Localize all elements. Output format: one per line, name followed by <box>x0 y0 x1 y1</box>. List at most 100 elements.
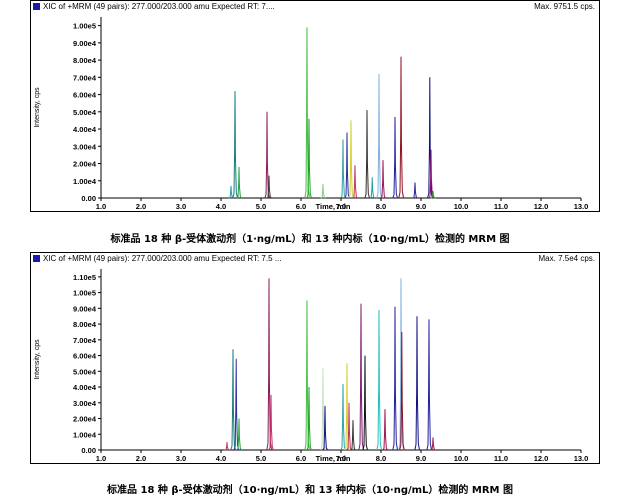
x-tick-label: 7.0 <box>336 202 346 211</box>
chart-header-text: XIC of +MRM (49 pairs): 277.000/203.000 … <box>43 2 275 11</box>
y-tick-label: 2.00e4 <box>73 160 97 169</box>
x-tick-label: 5.0 <box>256 454 266 463</box>
x-tick-label: 11.0 <box>494 454 508 463</box>
chart-header: XIC of +MRM (49 pairs): 277.000/203.000 … <box>33 2 597 12</box>
chromatogram-plot-top: Intensity, cps 0.00 1.00e4 2.00e4 3.00e4 4.00… <box>34 17 589 211</box>
x-axis-label: Time, min <box>316 202 351 211</box>
max-intensity-label: Max. 7.5e4 cps. <box>538 254 595 263</box>
y-tick-label: 1.10e5 <box>73 273 96 282</box>
x-tick-label: 6.0 <box>296 202 306 211</box>
y-tick-label: 8.00e4 <box>73 320 97 329</box>
chromatogram-peak <box>369 177 376 199</box>
x-tick-label: 3.0 <box>176 454 186 463</box>
chromatogram-peak <box>268 394 274 451</box>
x-tick-label: 10.0 <box>454 454 469 463</box>
x-tick-label: 5.0 <box>256 202 266 211</box>
chromatogram-peak <box>236 418 242 451</box>
chromatogram-peak <box>233 358 240 451</box>
chromatogram-peak <box>350 420 356 451</box>
x-tick-label: 13.0 <box>574 454 589 463</box>
y-tick-label: 6.00e4 <box>73 91 97 100</box>
y-tick-label: 9.00e4 <box>73 304 97 313</box>
chromatogram-peak <box>427 77 433 199</box>
chromatogram-peak <box>376 73 382 199</box>
chart-header-text: XIC of +MRM (49 pairs): 277.000/203.000 … <box>43 254 282 263</box>
chromatogram-peak <box>352 165 358 199</box>
y-tick-label: 4.00e4 <box>73 383 97 392</box>
chromatogram-peak <box>412 182 418 199</box>
max-intensity-label: Max. 9751.5 cps. <box>534 2 595 11</box>
chromatogram-plot-bottom: Intensity, cps 0.00 1.00e4 2.00e4 3.00e4 4.00… <box>34 269 589 463</box>
chromatogram-peak <box>320 184 326 199</box>
chromatogram-peak <box>322 405 328 451</box>
x-tick-label: 12.0 <box>534 454 549 463</box>
chromatogram-peak <box>364 110 370 199</box>
x-tick-label: 10.0 <box>454 202 469 211</box>
x-tick-label: 3.0 <box>176 202 186 211</box>
figure-caption-bottom: 标准品 18 种 β-受体激动剂（10·ng/mL）和 13 种内标（10·ng… <box>107 485 513 496</box>
figure-caption-top: 标准品 18 种 β-受体激动剂（1·ng/mL）和 13 种内标（10·ng/… <box>110 234 510 245</box>
chromatogram-peak <box>398 56 404 199</box>
y-tick-label: 9.00e4 <box>73 39 97 48</box>
series-color-square <box>33 255 40 263</box>
x-tick-label: 8.0 <box>376 202 386 211</box>
y-tick-label: 2.00e4 <box>73 415 97 424</box>
chromatogram-panel-top: XIC of +MRM (49 pairs): 277.000/203.000 … <box>30 0 600 212</box>
x-tick-label: 11.0 <box>494 202 508 211</box>
chromatogram-peak <box>426 319 432 451</box>
chromatogram-peak <box>224 442 230 451</box>
chromatogram-panel-bottom: XIC of +MRM (49 pairs): 277.000/203.000 … <box>30 252 600 464</box>
chromatogram-peak <box>306 386 312 451</box>
chromatogram-peak <box>392 306 398 451</box>
chromatogram-peak <box>266 175 272 199</box>
chromatogram-peak <box>398 278 404 451</box>
chromatogram-peak <box>380 160 386 199</box>
chromatogram-peak <box>362 355 368 451</box>
y-tick-label: 1.00e4 <box>73 177 97 186</box>
x-tick-label: 6.0 <box>296 454 306 463</box>
chromatogram-peak <box>344 132 350 199</box>
x-tick-label: 4.0 <box>216 202 226 211</box>
x-tick-label: 7.0 <box>336 454 346 463</box>
x-tick-label: 12.0 <box>534 202 549 211</box>
y-tick-label: 7.00e4 <box>73 73 97 82</box>
y-tick-label: 6.00e4 <box>73 352 97 361</box>
chromatogram-peak <box>399 331 405 451</box>
chromatogram-peak <box>228 185 234 199</box>
y-tick-label: 5.00e4 <box>73 108 97 117</box>
chart-header: XIC of +MRM (49 pairs): 277.000/203.000 … <box>33 254 597 264</box>
x-axis-label: Time, min <box>316 454 351 463</box>
y-axis-label: Intensity, cps <box>34 339 41 380</box>
x-tick-label: 1.0 <box>96 202 106 211</box>
x-tick-label: 4.0 <box>216 454 226 463</box>
y-tick-label: 7.00e4 <box>73 336 97 345</box>
chromatogram-peak <box>382 409 388 451</box>
chromatogram-peak <box>348 120 354 199</box>
chromatogram-peak <box>340 383 346 451</box>
chromatogram-peak <box>236 166 242 199</box>
y-tick-label: 3.00e4 <box>73 142 97 151</box>
chromatogram-peak <box>232 91 238 199</box>
x-tick-label: 2.0 <box>136 454 146 463</box>
x-tick-label: 2.0 <box>136 202 146 211</box>
y-tick-label: 8.00e4 <box>73 56 97 65</box>
y-axis-label: Intensity, cps <box>34 87 41 128</box>
y-tick-label: 5.00e4 <box>73 367 97 376</box>
x-tick-label: 13.0 <box>574 202 589 211</box>
series-color-square <box>33 3 40 11</box>
y-tick-label: 0.00 <box>81 446 96 455</box>
chromatogram-peak <box>340 139 346 199</box>
chromatogram-peak <box>376 309 382 451</box>
x-tick-label: 1.0 <box>96 454 106 463</box>
y-tick-label: 1.00e5 <box>73 289 96 298</box>
y-tick-label: 1.00e4 <box>73 430 97 439</box>
y-tick-label: 0.00 <box>81 194 96 203</box>
x-tick-label: 9.0 <box>416 202 426 211</box>
x-tick-label: 9.0 <box>416 454 426 463</box>
x-tick-label: 8.0 <box>376 454 386 463</box>
chromatogram-peak <box>430 437 436 451</box>
chromatogram-peak <box>230 349 236 451</box>
y-tick-label: 1.00e5 <box>73 22 96 31</box>
chromatogram-peak <box>346 402 352 451</box>
chromatogram-peak <box>358 303 364 451</box>
